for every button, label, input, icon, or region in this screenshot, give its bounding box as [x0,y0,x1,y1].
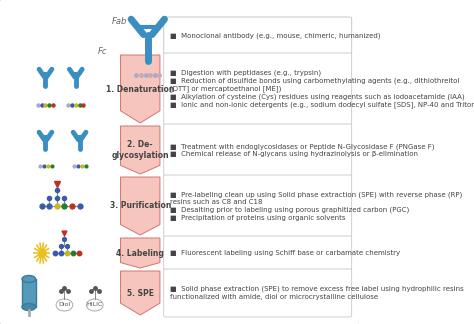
Text: Fab: Fab [111,17,127,26]
Polygon shape [120,177,160,235]
Ellipse shape [22,275,36,283]
Text: Fc: Fc [98,47,107,55]
Text: 5. SPE: 5. SPE [127,288,154,297]
Polygon shape [120,55,160,123]
FancyBboxPatch shape [164,124,352,176]
Text: HILIC: HILIC [87,303,103,307]
Ellipse shape [22,304,36,310]
Polygon shape [120,238,160,268]
Polygon shape [120,126,160,174]
Text: ■  Treatment with endoglycosidases or Peptide N-Glycosidase F (PNGase F)
■  Chem: ■ Treatment with endoglycosidases or Pep… [170,143,434,157]
Polygon shape [120,271,160,315]
Ellipse shape [86,299,103,311]
Text: 4. Labeling: 4. Labeling [116,249,164,258]
FancyBboxPatch shape [164,17,352,54]
Text: 3. Purification: 3. Purification [109,202,171,211]
FancyBboxPatch shape [0,0,361,324]
Text: 2. De-
glycosylation: 2. De- glycosylation [111,140,169,160]
Bar [22,279,36,307]
FancyBboxPatch shape [164,269,352,317]
Text: ■  Fluorescent labeling using Schiff base or carbamate chemistry: ■ Fluorescent labeling using Schiff base… [170,250,400,256]
Text: ■  Monoclonal antibody (e.g., mouse, chimeric, humanized): ■ Monoclonal antibody (e.g., mouse, chim… [170,32,380,39]
Ellipse shape [56,299,73,311]
Text: ■  Digestion with peptidases (e.g., trypsin)
■  Reduction of disulfide bonds usi: ■ Digestion with peptidases (e.g., tryps… [170,70,474,109]
FancyBboxPatch shape [164,236,352,270]
FancyBboxPatch shape [164,175,352,237]
Text: ■  Pre-labeling clean up using Solid phase extraction (SPE) with reverse phase (: ■ Pre-labeling clean up using Solid phas… [170,191,462,221]
Text: ■  Solid phase extraction (SPE) to remove excess free label using hydrophilic re: ■ Solid phase extraction (SPE) to remove… [170,286,464,300]
Text: Diol: Diol [58,303,71,307]
FancyBboxPatch shape [164,53,352,125]
Text: 1. Denaturation: 1. Denaturation [106,85,174,94]
